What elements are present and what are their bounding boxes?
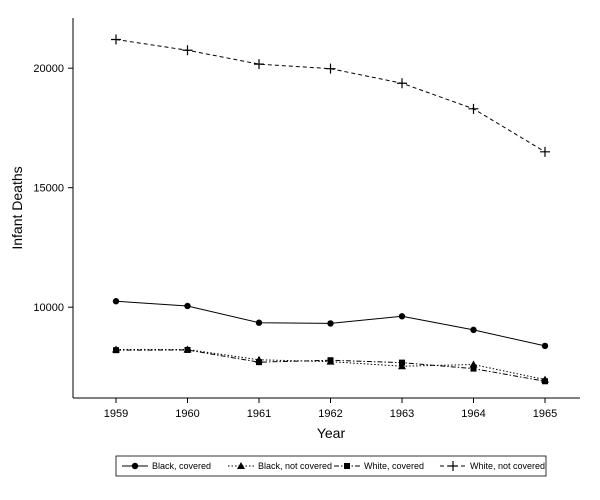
- legend: Black, covered Black, not covered White, c…: [115, 455, 547, 477]
- data-point: [184, 302, 191, 310]
- data-point: [184, 346, 191, 353]
- series-3: [113, 346, 548, 385]
- series-4: [111, 34, 550, 157]
- data-point: [182, 45, 193, 56]
- legend-marker: [344, 463, 350, 469]
- series-2: [112, 345, 549, 383]
- y-tick-label: 15000: [33, 183, 64, 195]
- series-line: [115, 39, 546, 153]
- data-point: [470, 365, 477, 372]
- legend-marker: [448, 461, 458, 471]
- data-point: [113, 347, 119, 354]
- y-tick-label: 10000: [33, 302, 64, 314]
- data-point: [398, 313, 406, 320]
- data-point: [399, 359, 405, 366]
- x-tick-label: 1964: [461, 408, 485, 420]
- legend-label: Black, not covered: [258, 461, 332, 471]
- x-tick-label: 1962: [318, 408, 342, 420]
- x-tick-label: 1965: [533, 408, 557, 420]
- data-point: [541, 342, 549, 350]
- x-axis-title: Year: [317, 425, 346, 441]
- legend-item: White, not covered: [440, 461, 545, 471]
- x-tick-label: 1961: [247, 408, 271, 420]
- data-point: [111, 34, 121, 45]
- y-axis-title: Infant Deaths: [9, 166, 25, 249]
- data-point: [542, 378, 548, 385]
- legend-marker: [237, 462, 245, 469]
- legend-item: Black, not covered: [228, 461, 332, 471]
- data-point: [470, 326, 477, 334]
- y-axis-ticks: 10000 15000 20000: [33, 63, 73, 314]
- x-tick-label: 1963: [390, 408, 414, 420]
- data-point: [397, 78, 407, 89]
- x-axis-ticks: 1959 1960 1961 1962 1963 1964 1965: [104, 398, 557, 420]
- data-point: [540, 146, 550, 157]
- data-point: [255, 319, 263, 326]
- x-tick-label: 1960: [175, 408, 199, 420]
- y-tick-label: 20000: [33, 63, 64, 75]
- legend-item: White, covered: [334, 461, 424, 471]
- legend-item: Black, covered: [122, 461, 211, 471]
- legend-label: White, covered: [364, 461, 424, 471]
- legend-label: Black, covered: [152, 461, 211, 471]
- x-tick-label: 1959: [104, 408, 128, 420]
- series-1: [112, 298, 549, 350]
- data-point: [112, 298, 120, 305]
- data-point: [325, 63, 336, 74]
- data-point: [398, 362, 406, 370]
- series-layer: [111, 34, 550, 385]
- series-line: [115, 349, 546, 382]
- data-point: [254, 59, 264, 70]
- data-point: [468, 103, 479, 114]
- legend-items: Black, covered Black, not covered White, c…: [122, 461, 545, 471]
- legend-marker: [131, 462, 139, 470]
- data-point: [327, 320, 334, 327]
- data-point: [256, 359, 262, 366]
- data-point: [327, 357, 334, 364]
- legend-label: White, not covered: [470, 461, 545, 471]
- legend-box: [115, 455, 547, 477]
